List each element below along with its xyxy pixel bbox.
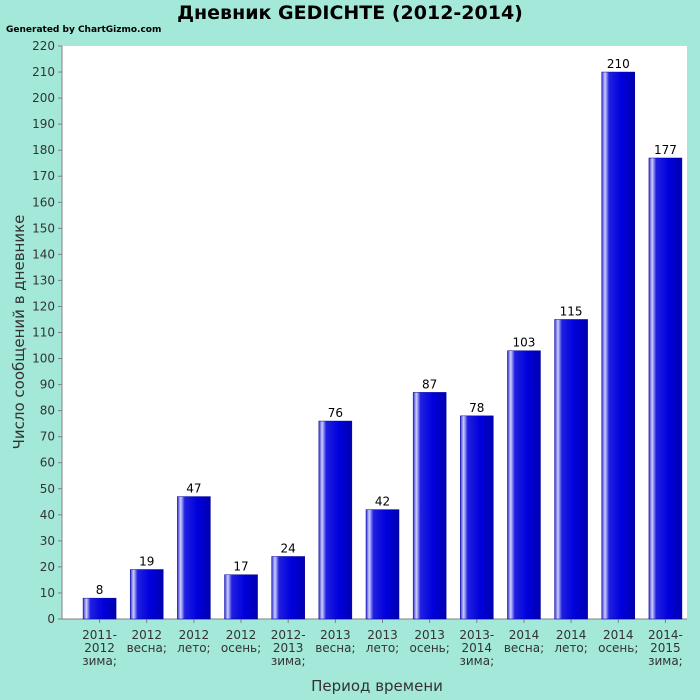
y-tick-label: 120	[32, 299, 55, 313]
bar	[82, 597, 117, 620]
y-tick-label: 160	[32, 195, 55, 209]
y-tick-label: 100	[32, 352, 55, 366]
x-tick-label: 2012 осень;	[221, 628, 261, 655]
x-tick-label: 2013 осень;	[410, 628, 450, 655]
x-tick-label: 2014 осень;	[598, 628, 638, 655]
bar	[365, 509, 400, 620]
x-tick-label: 2011-2012 зима;	[82, 628, 117, 668]
bar-value-label: 19	[139, 555, 154, 569]
x-axis-title: Период времени	[311, 677, 443, 695]
x-tick-label: 2013 весна;	[315, 628, 355, 655]
y-tick-label: 170	[32, 169, 55, 183]
x-tick-label: 2014 весна;	[504, 628, 544, 655]
y-tick-label: 200	[32, 91, 55, 105]
axes: 0 10 20 30 40 50 60 70 80 90 100 110 120 130 140 150 160…	[32, 39, 687, 668]
y-tick-label: 30	[40, 534, 55, 548]
y-tick-label: 180	[32, 143, 55, 157]
bar	[412, 392, 447, 620]
x-tick-label: 2014 лето;	[554, 628, 587, 655]
y-tick-label: 190	[32, 117, 55, 131]
bar	[460, 415, 494, 620]
bar-value-label: 17	[233, 560, 248, 574]
x-tick-label: 2013-2014 зима;	[459, 628, 494, 668]
bar-value-label: 87	[422, 377, 437, 391]
y-tick-label: 10	[40, 586, 55, 600]
bar-value-label: 115	[560, 304, 583, 318]
bar	[601, 71, 636, 620]
y-axis-title: Число сообщений в дневнике	[10, 215, 28, 450]
y-tick-label: 140	[32, 247, 55, 261]
y-tick-label: 40	[40, 508, 55, 522]
x-tick-label: 2012 лето;	[177, 628, 210, 655]
bar	[554, 319, 588, 620]
bar-value-label: 103	[513, 336, 536, 350]
x-tick-label: 2013 лето;	[366, 628, 399, 655]
y-tick-label: 90	[40, 378, 55, 392]
bar	[318, 420, 353, 620]
bar-value-label: 8	[96, 583, 104, 597]
bar-value-label: 210	[607, 57, 630, 71]
y-tick-label: 80	[40, 404, 55, 418]
y-tick-label: 60	[40, 456, 55, 470]
y-tick-label: 70	[40, 430, 55, 444]
bar	[129, 569, 164, 620]
bar	[648, 157, 683, 620]
y-tick-label: 0	[47, 612, 55, 626]
bar-value-label: 76	[328, 406, 343, 420]
y-tick-label: 110	[32, 326, 55, 340]
bar-value-label: 42	[375, 495, 390, 509]
bar-value-label: 24	[281, 541, 296, 555]
bar	[177, 496, 211, 620]
bar	[507, 350, 541, 620]
y-tick-label: 130	[32, 273, 55, 287]
bar	[224, 574, 258, 620]
x-tick-label: 2012 весна;	[127, 628, 167, 655]
bars: 8 19 47 17 24 76 42 87 78 103 115 210 177	[82, 57, 683, 620]
bar-value-label: 177	[654, 143, 677, 157]
bar-value-label: 47	[186, 482, 201, 496]
y-tick-label: 150	[32, 221, 55, 235]
y-tick-label: 210	[32, 65, 55, 79]
y-tick-label: 220	[32, 39, 55, 53]
y-tick-label: 50	[40, 482, 55, 496]
bar	[271, 556, 305, 620]
bar-value-label: 78	[469, 401, 484, 415]
x-tick-label: 2012-2013 зима;	[271, 628, 306, 668]
y-tick-label: 20	[40, 560, 55, 574]
credit-text: Generated by ChartGizmo.com	[6, 25, 162, 35]
x-tick-label: 2014-2015 зима;	[648, 628, 683, 668]
chart-title: Дневник GEDICHTE (2012-2014)	[177, 2, 523, 24]
